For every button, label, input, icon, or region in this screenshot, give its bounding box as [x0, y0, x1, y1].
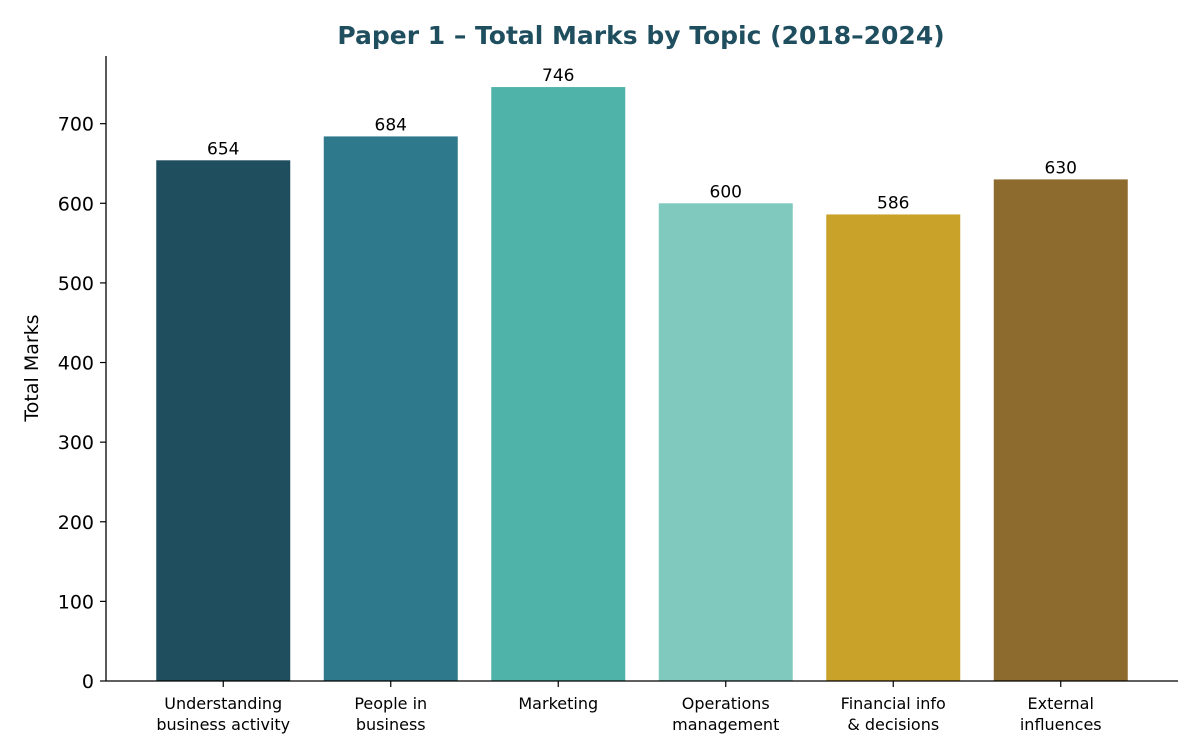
- bar: [156, 160, 291, 681]
- x-axis-ticks: Understanding business activity People in b…: [156, 681, 1102, 734]
- value-labels-group: 654 684 746 600 586 630: [207, 66, 1077, 213]
- x-tick-label: Financial info & decisions: [841, 694, 946, 734]
- bar: [491, 87, 626, 681]
- x-tick-label: Marketing: [518, 694, 598, 713]
- bar: [658, 203, 793, 681]
- x-tick-label: People in business: [354, 694, 427, 734]
- bars-group: [156, 87, 1128, 682]
- y-tick-label: 300: [58, 432, 94, 454]
- bar-value-label: 586: [877, 193, 909, 213]
- bar: [323, 136, 458, 682]
- bar: [993, 179, 1128, 681]
- y-tick-label: 400: [58, 353, 94, 375]
- x-tick-label: External influences: [1020, 694, 1102, 734]
- bar-value-label: 600: [710, 182, 742, 202]
- y-tick-label: 700: [58, 114, 94, 136]
- bar-value-label: 684: [375, 115, 407, 135]
- y-axis-title: Total Marks: [21, 314, 43, 422]
- bar-value-label: 746: [542, 66, 574, 86]
- bar: [826, 214, 961, 681]
- y-tick-label: 0: [82, 671, 94, 693]
- y-axis-ticks: 0 100 200 300 400 500 600 700: [58, 114, 106, 693]
- y-tick-label: 200: [58, 512, 94, 534]
- y-tick-label: 600: [58, 193, 94, 215]
- x-tick-label: Understanding business activity: [156, 694, 290, 734]
- chart-title: Paper 1 – Total Marks by Topic (2018–202…: [337, 21, 944, 50]
- x-tick-label: Operations management: [672, 694, 779, 734]
- y-tick-label: 500: [58, 273, 94, 295]
- bar-value-label: 654: [207, 139, 239, 159]
- bar-value-label: 630: [1045, 158, 1077, 178]
- y-tick-label: 100: [58, 591, 94, 613]
